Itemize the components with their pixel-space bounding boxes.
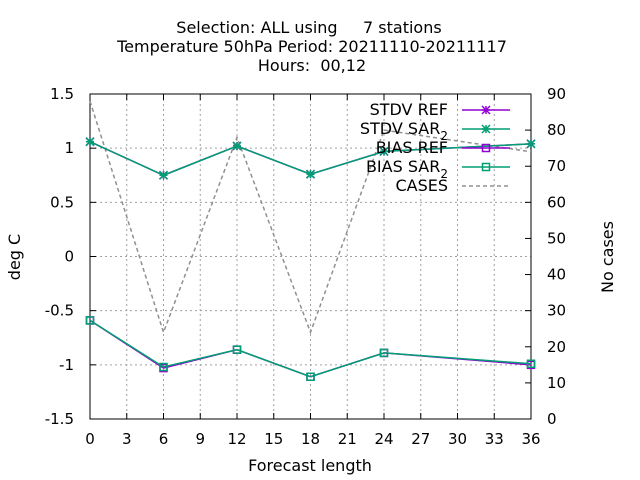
y-tick-label: -0.5 xyxy=(45,302,74,320)
legend-marker xyxy=(481,124,491,134)
x-tick-label: 33 xyxy=(485,430,504,448)
x-tick-label: 0 xyxy=(85,430,95,448)
y2-tick-label: 60 xyxy=(547,193,566,211)
legend-item: STDV REF xyxy=(370,100,510,119)
data-point xyxy=(232,345,242,354)
legend-label: BIAS SAR2 xyxy=(366,157,448,181)
x-axis-label: Forecast length xyxy=(248,456,372,475)
x-tick-label: 15 xyxy=(264,430,283,448)
x-tick-label: 30 xyxy=(448,430,467,448)
x-tick-label: 3 xyxy=(122,430,132,448)
series-cases xyxy=(89,100,532,335)
y-tick-label: -1 xyxy=(59,356,74,374)
data-point xyxy=(305,169,316,179)
series-bias-sar-2 xyxy=(85,316,536,381)
x-tick-label: 9 xyxy=(195,430,205,448)
legend-item: BIAS SAR2 xyxy=(366,157,510,181)
legend-marker xyxy=(481,162,491,172)
y-axis-label: deg C xyxy=(5,234,24,280)
y-tick-label: 1.5 xyxy=(50,85,74,103)
data-point xyxy=(159,362,168,372)
legend-item: STDV SAR2 xyxy=(360,119,510,143)
data-point xyxy=(85,316,95,325)
x-tick-label: 18 xyxy=(301,430,320,448)
y2-tick-label: 20 xyxy=(547,338,566,356)
x-tick-label: 6 xyxy=(159,430,169,448)
y2-tick-label: 80 xyxy=(547,121,566,139)
y2-tick-label: 70 xyxy=(547,157,566,175)
series-line xyxy=(89,100,532,335)
series-stdv-sar-2 xyxy=(85,137,536,180)
axis-ticks: 0 3 6 9 12 15 18 21 24 27 30 33 361.510.50-0.5-1-1.5… xyxy=(45,85,566,448)
series-line xyxy=(89,319,532,378)
legend-label: STDV REF xyxy=(370,100,448,119)
title-line-1: Selection: ALL using 7 stations xyxy=(176,18,441,37)
series-layer xyxy=(85,100,536,381)
data-point xyxy=(379,146,389,156)
data-point xyxy=(379,348,389,358)
data-point xyxy=(526,139,536,149)
y-tick-label: -1.5 xyxy=(45,410,74,428)
x-tick-label: 12 xyxy=(227,430,246,448)
title-line-3: Hours: 00,12 xyxy=(258,56,366,75)
legend-item: CASES xyxy=(395,176,510,195)
data-point xyxy=(306,372,315,381)
series-line xyxy=(89,140,532,177)
data-point xyxy=(526,359,536,368)
y-tick-label: 1 xyxy=(64,139,74,157)
data-point xyxy=(158,170,169,180)
y-tick-label: 0 xyxy=(64,248,74,266)
legend-label: CASES xyxy=(395,176,448,195)
y-tick-label: 0.5 xyxy=(50,193,74,211)
legend-label: BIAS REF xyxy=(376,138,448,157)
y2-axis-label: No cases xyxy=(598,221,617,293)
legend-label: STDV SAR2 xyxy=(360,119,448,143)
title-line-2: Temperature 50hPa Period: 20211110-20211… xyxy=(116,37,507,56)
y2-tick-label: 40 xyxy=(547,266,566,284)
data-point xyxy=(85,137,95,147)
x-tick-label: 36 xyxy=(521,430,540,448)
x-tick-label: 24 xyxy=(374,430,393,448)
y2-tick-label: 10 xyxy=(547,374,566,392)
chart-title: Selection: ALL using 7 stations Temperat… xyxy=(116,18,507,75)
y2-tick-label: 50 xyxy=(547,229,566,247)
legend-item: BIAS REF xyxy=(376,138,510,157)
data-point xyxy=(232,141,242,151)
x-tick-label: 21 xyxy=(338,430,357,448)
grid xyxy=(90,94,531,419)
x-tick-label: 27 xyxy=(411,430,430,448)
y2-tick-label: 90 xyxy=(547,85,566,103)
series-line xyxy=(89,319,532,378)
y2-tick-label: 0 xyxy=(547,410,557,428)
y2-tick-label: 30 xyxy=(547,302,566,320)
legend-marker xyxy=(481,105,491,115)
legend-marker xyxy=(481,143,491,153)
